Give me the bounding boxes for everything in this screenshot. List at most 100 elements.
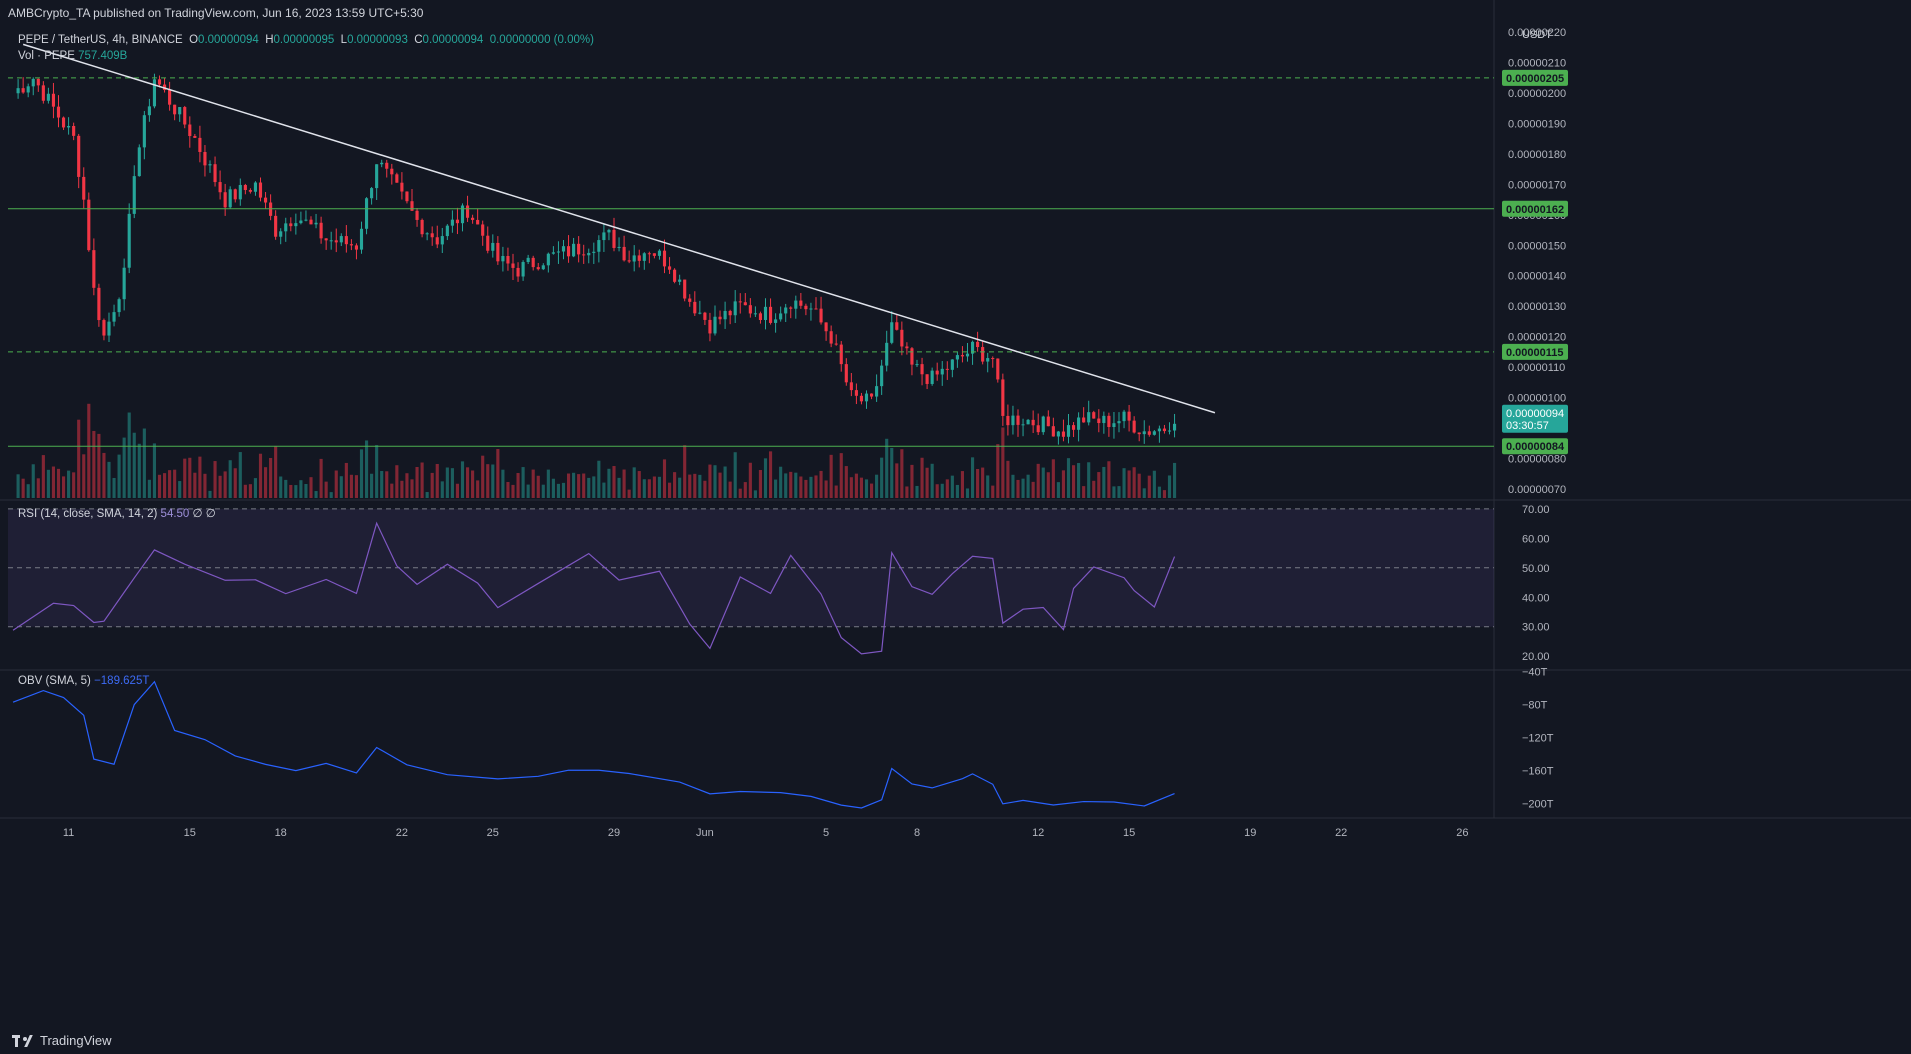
level-label-box bbox=[1502, 69, 1568, 86]
volume-bar bbox=[435, 463, 439, 498]
rsi-label: RSI (14, close, SMA, 14, 2) bbox=[18, 508, 158, 520]
volume-bar bbox=[354, 475, 359, 498]
volume-bar bbox=[809, 476, 813, 498]
candle-body bbox=[915, 364, 919, 366]
candle-body bbox=[566, 246, 571, 257]
candle-body bbox=[324, 238, 328, 241]
volume-bar bbox=[1036, 463, 1040, 498]
volume-bar bbox=[213, 461, 217, 498]
candle-body bbox=[496, 242, 500, 262]
price-tick-label: 0.00000140 bbox=[1508, 271, 1566, 283]
candle-body bbox=[991, 358, 995, 360]
candle-body bbox=[763, 306, 768, 321]
volume-bar bbox=[566, 473, 571, 498]
candle-body bbox=[193, 136, 197, 138]
candle-body bbox=[824, 322, 828, 332]
obv-tick-label: −40T bbox=[1522, 667, 1548, 679]
change-value: 0.00000000 (0.00%) bbox=[489, 34, 594, 46]
volume-bar bbox=[950, 475, 954, 498]
volume-bar bbox=[87, 403, 91, 498]
candle-body bbox=[561, 246, 566, 252]
obv-tick-label: −200T bbox=[1522, 799, 1554, 811]
volume-bar bbox=[486, 464, 490, 498]
obv-tick-label: −80T bbox=[1522, 700, 1548, 712]
candle-body bbox=[178, 107, 182, 115]
candle-body bbox=[607, 229, 611, 233]
volume-bar bbox=[1162, 490, 1167, 498]
volume-bar bbox=[572, 472, 576, 498]
volume-bar bbox=[516, 473, 520, 498]
tradingview-logo[interactable]: TradingView bbox=[12, 1033, 112, 1048]
volume-bar bbox=[612, 466, 616, 498]
price-legend: PEPE / TetherUS, 4h, BINANCE O0.00000094… bbox=[18, 34, 594, 46]
candle-body bbox=[425, 233, 429, 235]
candle-body bbox=[844, 364, 848, 383]
candle-body bbox=[506, 256, 510, 264]
volume-label: Vol · PEPE bbox=[18, 50, 75, 62]
volume-bar bbox=[1056, 482, 1060, 498]
price-tick-label: 0.00000130 bbox=[1508, 301, 1566, 313]
candle-body bbox=[733, 301, 737, 316]
level-label: 0.00000162 bbox=[1506, 204, 1564, 216]
volume-bar bbox=[31, 464, 35, 498]
volume-bar bbox=[263, 467, 268, 498]
candle-body bbox=[243, 185, 247, 191]
volume-bar bbox=[455, 483, 460, 498]
candle-body bbox=[708, 319, 712, 334]
candle-body bbox=[834, 343, 838, 345]
volume-bar bbox=[364, 440, 369, 498]
volume-bar bbox=[289, 484, 293, 498]
candle-body bbox=[471, 217, 475, 220]
candle-body bbox=[304, 219, 308, 221]
price-tick-label: 0.00000100 bbox=[1508, 393, 1566, 405]
volume-bar bbox=[193, 472, 197, 498]
rsi-legend: RSI (14, close, SMA, 14, 2) 54.50 ∅ ∅ bbox=[18, 506, 216, 520]
time-tick-label: 22 bbox=[396, 827, 408, 839]
candle-body bbox=[385, 162, 389, 169]
candle-body bbox=[662, 250, 667, 267]
time-tick-label: 22 bbox=[1335, 827, 1347, 839]
candle-body bbox=[647, 253, 651, 255]
last-price-label: 0.00000094 bbox=[1506, 408, 1564, 420]
volume-bar bbox=[582, 473, 586, 498]
candle-body bbox=[445, 225, 449, 237]
close-label: C bbox=[414, 34, 423, 46]
bar-countdown-label: 03:30:57 bbox=[1506, 420, 1549, 432]
volume-bar bbox=[693, 473, 697, 498]
candle-body bbox=[657, 250, 662, 256]
level-label-box bbox=[1502, 343, 1568, 360]
price-tick-label: 0.00000110 bbox=[1508, 362, 1565, 374]
candle-body bbox=[344, 236, 348, 245]
price-tick-label: 0.00000190 bbox=[1508, 119, 1566, 131]
volume-bar bbox=[243, 484, 247, 498]
candle-body bbox=[481, 224, 485, 236]
volume-bar bbox=[1071, 465, 1076, 498]
volume-bar bbox=[112, 477, 116, 498]
candle-body bbox=[516, 267, 520, 277]
obv-label: OBV (SMA, 5) bbox=[18, 675, 91, 687]
candle-body bbox=[1137, 432, 1141, 435]
volume-bar bbox=[546, 469, 550, 498]
volume-bar bbox=[1132, 467, 1136, 498]
volume-bar bbox=[183, 458, 187, 498]
candle-body bbox=[400, 182, 404, 192]
volume-bar bbox=[829, 454, 833, 498]
candle-body bbox=[132, 176, 136, 214]
candle-body bbox=[238, 185, 242, 200]
candle-body bbox=[1162, 428, 1167, 432]
candle-body bbox=[1036, 425, 1040, 433]
candle-body bbox=[188, 124, 192, 137]
volume-bar bbox=[708, 464, 712, 498]
candle-body bbox=[688, 298, 692, 302]
volume-bar bbox=[531, 469, 535, 498]
volume-bar bbox=[940, 483, 944, 498]
volume-bar bbox=[789, 471, 793, 498]
price-tick-label: 0.00000200 bbox=[1508, 88, 1566, 100]
volume-bar bbox=[107, 461, 111, 498]
obv-value: −189.625T bbox=[94, 675, 150, 687]
price-tick-label: 0.00000120 bbox=[1508, 332, 1566, 344]
volume-bar bbox=[344, 462, 348, 498]
candle-body bbox=[612, 229, 616, 248]
volume-bar bbox=[986, 475, 990, 498]
